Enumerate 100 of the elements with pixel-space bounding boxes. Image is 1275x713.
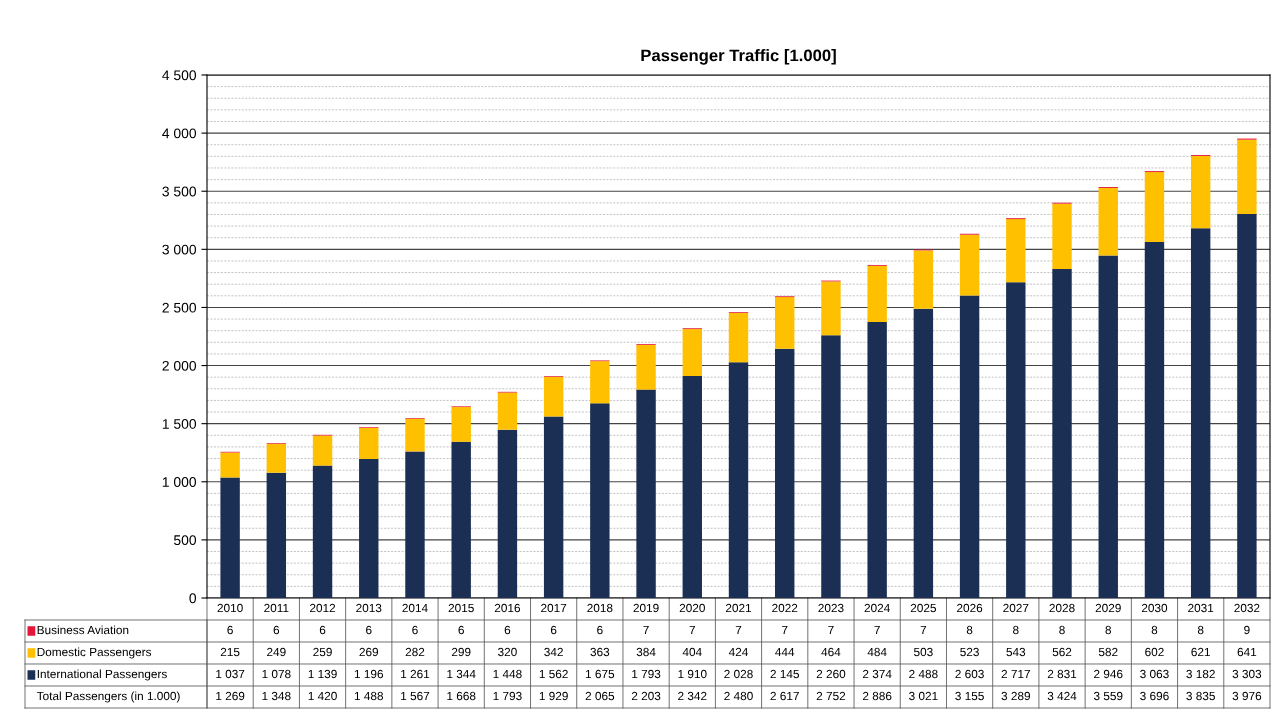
- bar: [682, 329, 702, 377]
- data-label: 3 182: [1186, 669, 1215, 679]
- data-label: 2 374: [862, 669, 892, 679]
- x-tick-label: 2030: [1141, 603, 1168, 613]
- data-label: 2 603: [955, 669, 984, 679]
- data-label: 384: [636, 647, 656, 657]
- x-tick-label: 2021: [725, 603, 752, 613]
- data-label: 8: [1013, 625, 1019, 635]
- text: 1 488: [354, 691, 384, 701]
- data-label: 503: [913, 647, 933, 657]
- x-tick-label: 2013: [356, 603, 382, 613]
- data-label: 3 063: [1140, 669, 1169, 679]
- text: 1 567: [401, 691, 430, 701]
- text: 3 424: [1047, 691, 1077, 701]
- bar: [913, 308, 934, 598]
- data-label: 6: [227, 625, 233, 635]
- bar: [959, 295, 980, 598]
- data-label: 582: [1098, 647, 1118, 657]
- bar: [497, 429, 518, 598]
- x-tick-label: 2025: [910, 603, 937, 613]
- data-label: 464: [821, 647, 841, 657]
- data-label: 523: [960, 647, 979, 657]
- y-tick-label: 2 500: [162, 302, 197, 313]
- data-label: 621: [1191, 647, 1210, 657]
- bar: [543, 376, 564, 417]
- text: 3 155: [955, 691, 984, 701]
- text: 3 559: [1093, 691, 1123, 701]
- y-tick-label: 3 000: [162, 244, 197, 255]
- chart-title: Passenger Traffic [1.000]: [641, 49, 836, 65]
- x-tick-label: 2015: [448, 603, 474, 613]
- x-tick-label: 2016: [494, 603, 521, 613]
- bar: [451, 407, 471, 442]
- y-tick-label: 1 500: [162, 419, 197, 429]
- data-label: 320: [498, 647, 517, 657]
- data-label: 215: [220, 647, 240, 657]
- x-tick-label: 2029: [1095, 603, 1121, 613]
- data-label: 9: [1244, 625, 1250, 635]
- bar: [590, 403, 610, 598]
- data-label: 8: [966, 625, 973, 635]
- bar: [451, 441, 471, 598]
- bar: [1237, 214, 1257, 598]
- text: 2 480: [724, 691, 753, 701]
- x-tick-label: 2018: [587, 603, 613, 613]
- x-tick-label: 2031: [1188, 603, 1214, 613]
- text: 1 793: [493, 691, 522, 701]
- bar: [1052, 268, 1072, 598]
- data-label: 2 946: [1094, 669, 1123, 679]
- data-label: 1 910: [678, 669, 707, 679]
- data-label: 1 344: [447, 669, 476, 679]
- data-label: 2 717: [1001, 669, 1030, 679]
- data-label: 424: [728, 647, 748, 657]
- x-tick-label: 2023: [818, 603, 844, 613]
- text: 3 835: [1186, 691, 1215, 701]
- data-label: 543: [1006, 647, 1026, 657]
- bar: [775, 297, 795, 349]
- text: 1 420: [308, 691, 337, 701]
- x-tick-label: 2019: [633, 603, 659, 613]
- text: 2 617: [770, 691, 799, 701]
- data-label: 6: [504, 625, 511, 635]
- legend-label: Domestic Passengers: [37, 647, 152, 659]
- text: 1 929: [539, 691, 568, 701]
- data-label: 6: [319, 625, 326, 635]
- bar: [959, 234, 980, 296]
- legend-label: Business Aviation: [37, 625, 129, 635]
- data-label: 1 261: [401, 669, 430, 679]
- data-label: 8: [1105, 625, 1112, 635]
- data-label: 562: [1052, 647, 1072, 657]
- y-tick-label: 3 500: [162, 186, 197, 197]
- data-label: 1 562: [539, 669, 568, 679]
- data-label: 2 488: [909, 669, 938, 679]
- text: 3 289: [1001, 691, 1031, 701]
- bar: [636, 389, 656, 598]
- data-label: 1 448: [493, 669, 522, 679]
- data-label: 342: [544, 647, 563, 657]
- bar: [867, 322, 887, 598]
- data-label: 6: [412, 625, 418, 635]
- bar: [728, 362, 749, 598]
- text: 3 976: [1232, 691, 1262, 701]
- data-label: 7: [782, 625, 788, 635]
- data-label: 6: [366, 625, 372, 635]
- data-label: 6: [550, 625, 557, 635]
- bar: [359, 427, 379, 459]
- x-tick-label: 2017: [541, 603, 567, 613]
- data-label: 7: [643, 625, 649, 635]
- data-label: 1 793: [632, 669, 661, 679]
- y-tick-label: 1 000: [162, 477, 197, 487]
- data-label: 259: [313, 647, 332, 657]
- x-tick-label: 2011: [264, 603, 289, 613]
- bar: [1190, 228, 1211, 598]
- data-label: 1 078: [262, 669, 291, 679]
- data-label: 249: [267, 647, 286, 657]
- bar: [220, 452, 240, 478]
- data-label: 2 028: [724, 669, 753, 679]
- y-tick-label: 4 500: [162, 70, 197, 81]
- bar: [405, 418, 425, 452]
- x-tick-label: 2010: [217, 603, 243, 613]
- text: 1 668: [447, 691, 476, 701]
- data-label: 8: [1151, 625, 1158, 635]
- bar: [913, 250, 934, 309]
- bar: [543, 416, 564, 598]
